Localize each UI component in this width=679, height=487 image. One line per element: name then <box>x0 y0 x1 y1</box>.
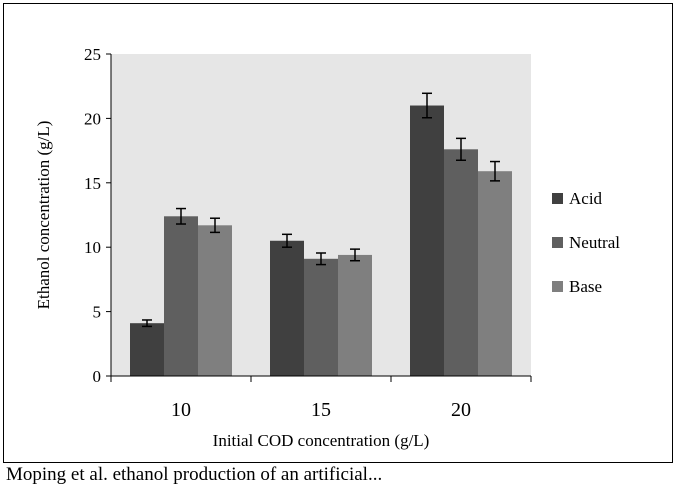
legend-label-neutral: Neutral <box>569 233 620 252</box>
error-bars-group <box>142 92 500 328</box>
legend-label-base: Base <box>569 277 602 296</box>
caption-fragment: Moping et al. ethanol production of an a… <box>6 464 383 485</box>
y-axis-label: Ethanol concentration (g/L) <box>34 121 53 310</box>
y-tick-label: 25 <box>84 45 101 64</box>
legend-swatch-acid <box>552 193 563 204</box>
x-ticks-group: 10 15 20 <box>110 376 532 421</box>
legend: Acid Neutral Base <box>552 189 620 296</box>
x-tick-label: 10 <box>171 399 191 421</box>
bar-neutral-15 <box>304 258 338 376</box>
y-tick-label: 20 <box>84 109 101 128</box>
bar-acid-20 <box>410 105 444 377</box>
bar-base-20 <box>478 171 512 376</box>
bar-base-10 <box>198 225 232 376</box>
y-ticks-group: 0 5 10 15 20 25 <box>84 45 111 386</box>
bar-acid-10 <box>130 323 164 376</box>
y-tick-label: 10 <box>84 238 101 257</box>
x-tick-label: 15 <box>311 399 331 421</box>
legend-label-acid: Acid <box>569 189 603 208</box>
y-tick-label: 5 <box>93 303 102 322</box>
x-axis-label: Initial COD concentration (g/L) <box>213 431 430 450</box>
x-tick-label: 20 <box>451 399 471 421</box>
bar-neutral-20 <box>444 149 478 376</box>
bars-group <box>130 105 512 377</box>
legend-swatch-base <box>552 281 563 292</box>
y-tick-label: 15 <box>84 174 101 193</box>
y-tick-label: 0 <box>93 367 102 386</box>
bar-acid-15 <box>270 240 304 376</box>
bar-base-15 <box>338 254 372 376</box>
legend-swatch-neutral <box>552 237 563 248</box>
bar-neutral-10 <box>164 216 198 376</box>
